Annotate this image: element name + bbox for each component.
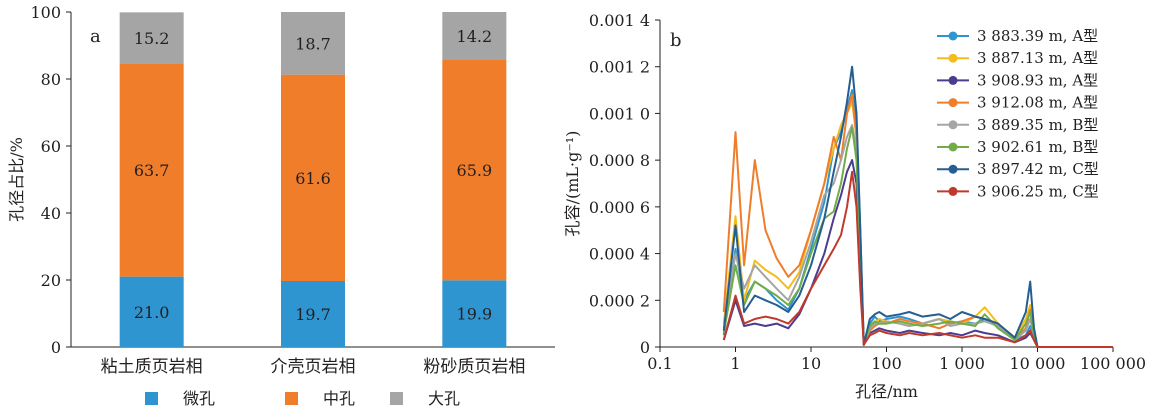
bar-segment	[119, 63, 184, 277]
data-label: 19.9	[457, 305, 493, 324]
legend-swatch	[145, 392, 158, 405]
data-label: 63.7	[134, 161, 170, 180]
series-line	[722, 170, 1113, 348]
y-tick-label: 0	[51, 338, 61, 357]
legend-label: 3 906.25 m, C型	[977, 182, 1099, 200]
legend-label: 3 912.08 m, A型	[977, 94, 1098, 112]
data-label: 18.7	[295, 34, 331, 53]
x-axis-label: 孔径/nm	[855, 382, 918, 401]
legend-marker	[948, 164, 958, 174]
y-tick-label: 60	[41, 137, 61, 156]
y-tick-label: 40	[41, 204, 61, 223]
legend-label: 大孔	[428, 389, 460, 408]
data-label: 61.6	[295, 169, 331, 188]
x-category-label: 介壳页岩相	[271, 357, 356, 377]
series-line	[722, 159, 1113, 348]
data-label: 65.9	[457, 161, 493, 180]
y-tick-label: 0.000 8	[589, 151, 650, 170]
x-tick-label: 10 000	[1010, 354, 1066, 373]
legend-marker	[948, 31, 958, 41]
legend-label: 3 908.93 m, A型	[977, 71, 1098, 89]
legend-label: 3 883.39 m, A型	[977, 27, 1098, 45]
bar-segment	[119, 276, 184, 347]
series-line	[722, 65, 1113, 348]
y-tick-label: 0.001 0	[589, 104, 650, 123]
bar-segment	[119, 12, 184, 64]
x-tick-label: 0.1	[647, 354, 672, 373]
panel-label: a	[90, 26, 101, 47]
legend-marker	[948, 120, 958, 130]
y-tick-label: 100	[30, 3, 61, 22]
y-tick-label: 0.000 4	[589, 245, 650, 264]
x-category-label: 粘土质页岩相	[101, 357, 203, 377]
legend-label: 3 897.42 m, C型	[977, 160, 1099, 178]
bar-segment	[281, 74, 345, 282]
data-label: 19.7	[295, 305, 331, 324]
y-tick-label: 0.001 4	[589, 11, 650, 30]
y-tick-label: 20	[41, 271, 61, 290]
series-line	[722, 93, 1113, 348]
panel-label: b	[670, 30, 682, 51]
legend-marker	[948, 75, 958, 85]
legend-swatch	[390, 392, 403, 405]
bar-segment	[442, 59, 507, 281]
y-tick-label: 0	[640, 338, 650, 357]
bar-segment	[281, 281, 345, 347]
panel-b-line-chart: 0 0.000 2 0.000 4 0.000 6 0.000 8 0.001 0 0.00…	[563, 11, 1146, 401]
data-label: 15.2	[134, 29, 170, 48]
x-tick-label: 100 000	[1080, 354, 1146, 373]
bar-segment	[442, 280, 507, 347]
y-tick-label: 0.001 2	[589, 58, 650, 77]
y-tick-label: 0.000 6	[589, 198, 650, 217]
y-tick-label: 0.000 2	[589, 291, 650, 310]
series-line	[722, 124, 1113, 348]
legend-label: 3 902.61 m, B型	[977, 138, 1098, 156]
legend-marker	[948, 98, 958, 108]
data-label: 21.0	[134, 303, 170, 322]
legend-marker	[948, 186, 958, 196]
y-axis-label: 孔容/(mL·g⁻¹)	[563, 131, 582, 237]
y-tick-label: 80	[41, 70, 61, 89]
series-line	[722, 100, 1113, 348]
legend-label: 中孔	[323, 389, 355, 408]
series-line	[722, 126, 1113, 348]
legend-marker	[948, 53, 958, 63]
bar-segment	[281, 12, 345, 75]
data-label: 14.2	[457, 27, 493, 46]
legend-swatch	[285, 392, 298, 405]
y-axis-label: 孔径占比/%	[7, 137, 26, 222]
legend-label: 3 887.13 m, A型	[977, 49, 1098, 67]
panel-a-bar-chart: 0 20 40 60 80 100 孔径占比/% a 21.0 63.7 15.2 粘土质页岩相 19.…	[7, 3, 555, 408]
legend-label: 微孔	[183, 389, 215, 408]
bar-segment	[442, 12, 507, 60]
x-tick-label: 100	[871, 354, 902, 373]
x-category-label: 粉砂质页岩相	[423, 357, 525, 377]
x-tick-label: 1 000	[939, 354, 985, 373]
x-tick-label: 1	[730, 354, 740, 373]
legend-label: 3 889.35 m, B型	[977, 116, 1098, 134]
legend-marker	[948, 142, 958, 152]
x-tick-label: 10	[801, 354, 821, 373]
